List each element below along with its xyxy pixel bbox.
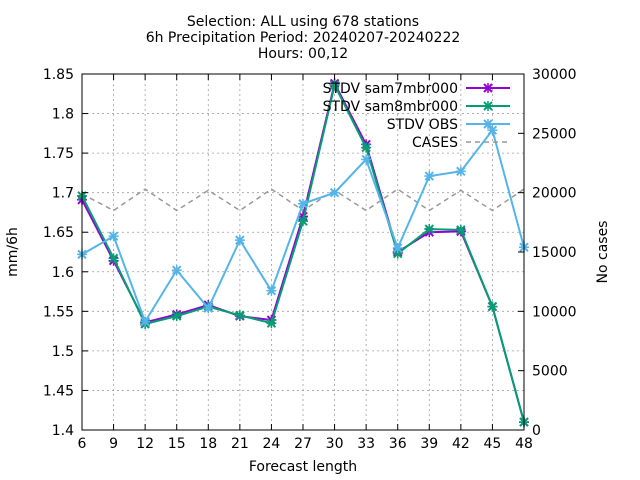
x-tick-label: 36 — [389, 436, 407, 452]
y-tick-label: 1.6 — [52, 265, 74, 281]
y2-tick-label: 10000 — [532, 304, 577, 320]
x-tick-label: 21 — [231, 436, 249, 452]
legend-label-3: CASES — [412, 135, 458, 151]
data-point-2-11 — [424, 171, 435, 182]
legend-marker-1 — [483, 101, 493, 111]
y2-axis: 0 5000 10000 15000 20000 25000 30000 — [518, 67, 577, 439]
legend-marker-0 — [483, 83, 493, 93]
data-point-1-11 — [424, 224, 435, 235]
legend-label-1: STDV sam8mbr000 — [323, 99, 458, 115]
y-tick-label: 1.75 — [43, 146, 74, 162]
data-point-1-8 — [329, 80, 340, 91]
data-point-2-12 — [455, 166, 466, 177]
x-tick-label: 24 — [263, 436, 281, 452]
data-point-1-1 — [108, 253, 119, 264]
data-point-2-5 — [234, 235, 245, 246]
y-tick-label: 1.8 — [52, 107, 74, 123]
y-tick-label: 1.55 — [43, 304, 74, 320]
data-point-1-6 — [266, 318, 277, 329]
y-tick-label: 1.4 — [52, 423, 74, 439]
y2-axis-label: No cases — [595, 221, 611, 284]
chart-title: Selection: ALL using 678 stations 6h Pre… — [146, 14, 461, 62]
data-point-2-6 — [266, 285, 277, 296]
x-tick-label: 9 — [109, 436, 118, 452]
x-tick-label: 42 — [452, 436, 470, 452]
y-tick-label: 1.5 — [52, 344, 74, 360]
x-tick-label: 39 — [420, 436, 438, 452]
data-point-2-10 — [392, 243, 403, 254]
x-tick-label: 27 — [294, 436, 312, 452]
data-point-1-3 — [171, 311, 182, 322]
data-point-1-12 — [455, 224, 466, 235]
cases-series — [81, 188, 525, 212]
title-line-1: Selection: ALL using 678 stations — [187, 14, 419, 30]
title-line-2: 6h Precipitation Period: 20240207-202402… — [146, 30, 461, 46]
y2-tick-label: 25000 — [532, 126, 577, 142]
x-tick-label: 12 — [136, 436, 154, 452]
x-tick-label: 6 — [78, 436, 87, 452]
y2-tick-label: 20000 — [532, 186, 577, 202]
y-tick-label: 1.45 — [43, 383, 74, 399]
x-tick-label: 33 — [357, 436, 375, 452]
data-point-2-13 — [487, 125, 498, 136]
y-axis-label: mm/6h — [5, 227, 21, 277]
legend-marker-2 — [483, 119, 493, 129]
y2-tick-label: 0 — [532, 423, 541, 439]
y2-tick-label: 30000 — [532, 67, 577, 83]
data-point-1-13 — [487, 301, 498, 312]
data-point-2-4 — [203, 303, 214, 314]
data-point-1-7 — [298, 216, 308, 227]
series-lines — [77, 78, 529, 428]
data-point-2-8 — [329, 187, 340, 198]
data-point-2-7 — [298, 198, 308, 209]
legend-label-0: STDV sam7mbr000 — [323, 81, 458, 97]
title-line-3: Hours: 00,12 — [258, 46, 348, 62]
x-tick-label: 48 — [515, 436, 533, 452]
data-point-1-5 — [234, 310, 245, 321]
legend-label-2: STDV OBS — [387, 117, 458, 133]
grid — [82, 74, 524, 430]
x-tick-label: 18 — [199, 436, 217, 452]
data-point-2-1 — [108, 231, 119, 242]
x-axis: 6 9 12 15 18 21 24 27 30 33 36 39 42 45 48 — [78, 74, 533, 452]
x-tick-label: 45 — [484, 436, 502, 452]
y-tick-label: 1.65 — [43, 225, 74, 241]
data-point-2-9 — [361, 154, 372, 165]
x-axis-label: Forecast length — [249, 459, 357, 475]
data-point-2-3 — [171, 265, 182, 276]
data-point-2-2 — [140, 316, 151, 327]
y-tick-label: 1.85 — [43, 67, 74, 83]
y-axis: 1.4 1.45 1.5 1.55 1.6 1.65 1.7 1.75 1.8 1.85 — [43, 67, 88, 439]
y2-tick-label: 5000 — [532, 364, 568, 380]
legend: STDV sam7mbr000 STDV sam8mbr000 STDV OBS CA… — [323, 81, 510, 151]
y-tick-label: 1.7 — [52, 186, 74, 202]
series-line-3 — [81, 188, 525, 212]
y2-tick-label: 15000 — [532, 245, 577, 261]
x-tick-label: 15 — [168, 436, 186, 452]
data-point-1-9 — [361, 142, 372, 153]
x-tick-label: 30 — [326, 436, 344, 452]
